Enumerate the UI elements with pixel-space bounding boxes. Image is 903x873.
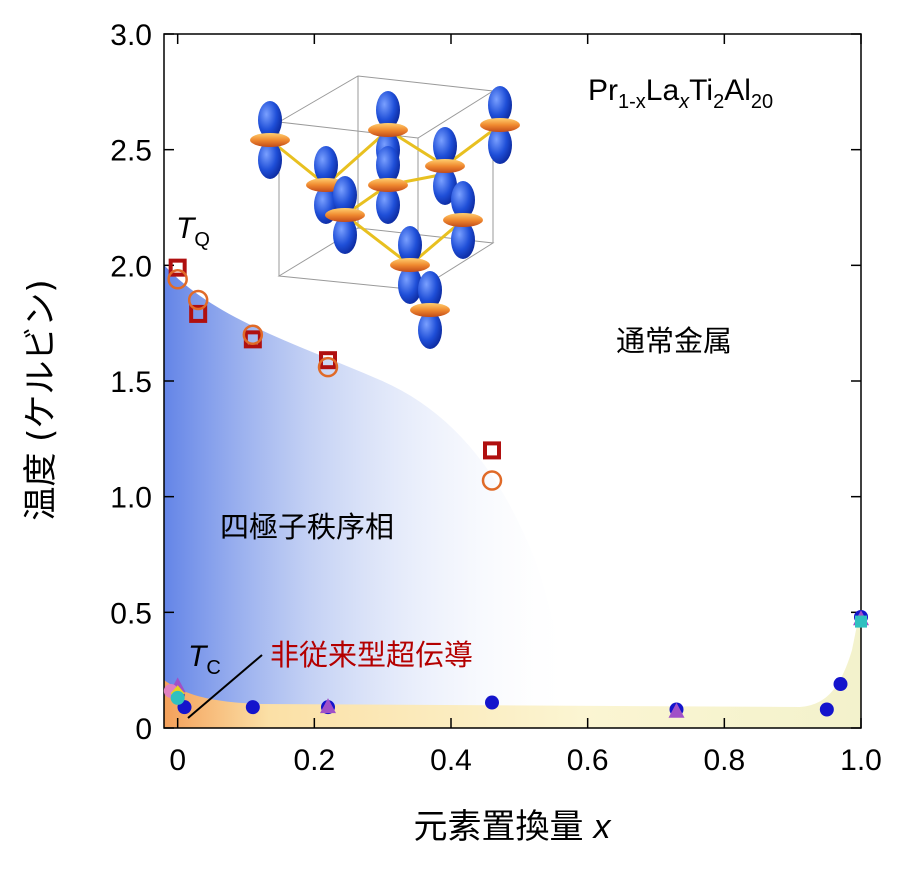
data-point <box>320 698 336 714</box>
data-point <box>481 470 503 491</box>
data-point <box>245 700 260 715</box>
x-tick-label: 0.8 <box>703 744 745 777</box>
orbital-glyph <box>368 146 408 224</box>
x-tick-label: 1.0 <box>840 744 882 777</box>
data-point <box>187 289 209 311</box>
superconducting-region <box>164 608 861 728</box>
orbital-glyph <box>443 181 483 259</box>
data-point <box>189 304 208 323</box>
normal-metal-label: 通常金属 <box>616 324 732 358</box>
y-axis: 0 0.5 1.0 1.5 2.0 2.5 3.0 <box>110 19 861 746</box>
y-tick-label: 1.5 <box>110 366 152 399</box>
y-tick-label: 2.5 <box>110 135 152 168</box>
orbital-glyph <box>325 176 365 254</box>
tc-label: TC <box>188 640 221 679</box>
x-tick-label: 0 <box>169 744 186 777</box>
data-point <box>819 702 834 717</box>
quadrupole-order-region <box>164 265 575 728</box>
data-point <box>168 258 187 277</box>
x-tick-label: 0.2 <box>293 744 335 777</box>
orbital-glyph <box>410 271 450 349</box>
x-tick-label: 0.6 <box>567 744 609 777</box>
tq-label: TQ <box>176 212 210 251</box>
x-axis: 0 0.2 0.4 0.6 0.8 1.0 <box>169 34 882 777</box>
data-point <box>855 615 867 628</box>
data-point <box>317 356 339 378</box>
data-point <box>242 324 264 345</box>
y-tick-label: 0 <box>135 713 152 746</box>
y-tick-label: 1.0 <box>110 482 152 515</box>
compound-formula: Pr1-xLaxTi2Al20 <box>588 74 773 113</box>
data-point <box>833 677 848 692</box>
x-axis-title: 元素置換量 x <box>414 807 612 847</box>
data-point <box>668 702 685 718</box>
x-tick-label: 0.4 <box>430 744 472 777</box>
crystal-structure-inset <box>250 75 520 349</box>
data-point <box>485 695 499 710</box>
y-axis-title: 温度 (ケルビン) <box>21 279 61 520</box>
data-point <box>170 690 185 705</box>
quadrupole-phase-label: 四極子秩序相 <box>220 510 394 544</box>
orbital-glyph <box>425 127 465 205</box>
y-tick-label: 2.0 <box>110 250 152 283</box>
orbital-glyph <box>480 86 520 164</box>
tc-pointer-line <box>187 654 263 719</box>
data-point <box>167 268 188 290</box>
data-points <box>163 258 869 718</box>
superconductor-label: 非従来型超伝導 <box>270 638 473 672</box>
data-point <box>483 441 501 460</box>
y-tick-label: 0.5 <box>110 597 152 630</box>
y-tick-label: 3.0 <box>110 19 152 52</box>
orbital-glyph <box>250 101 290 179</box>
orbital-glyph <box>390 226 430 304</box>
